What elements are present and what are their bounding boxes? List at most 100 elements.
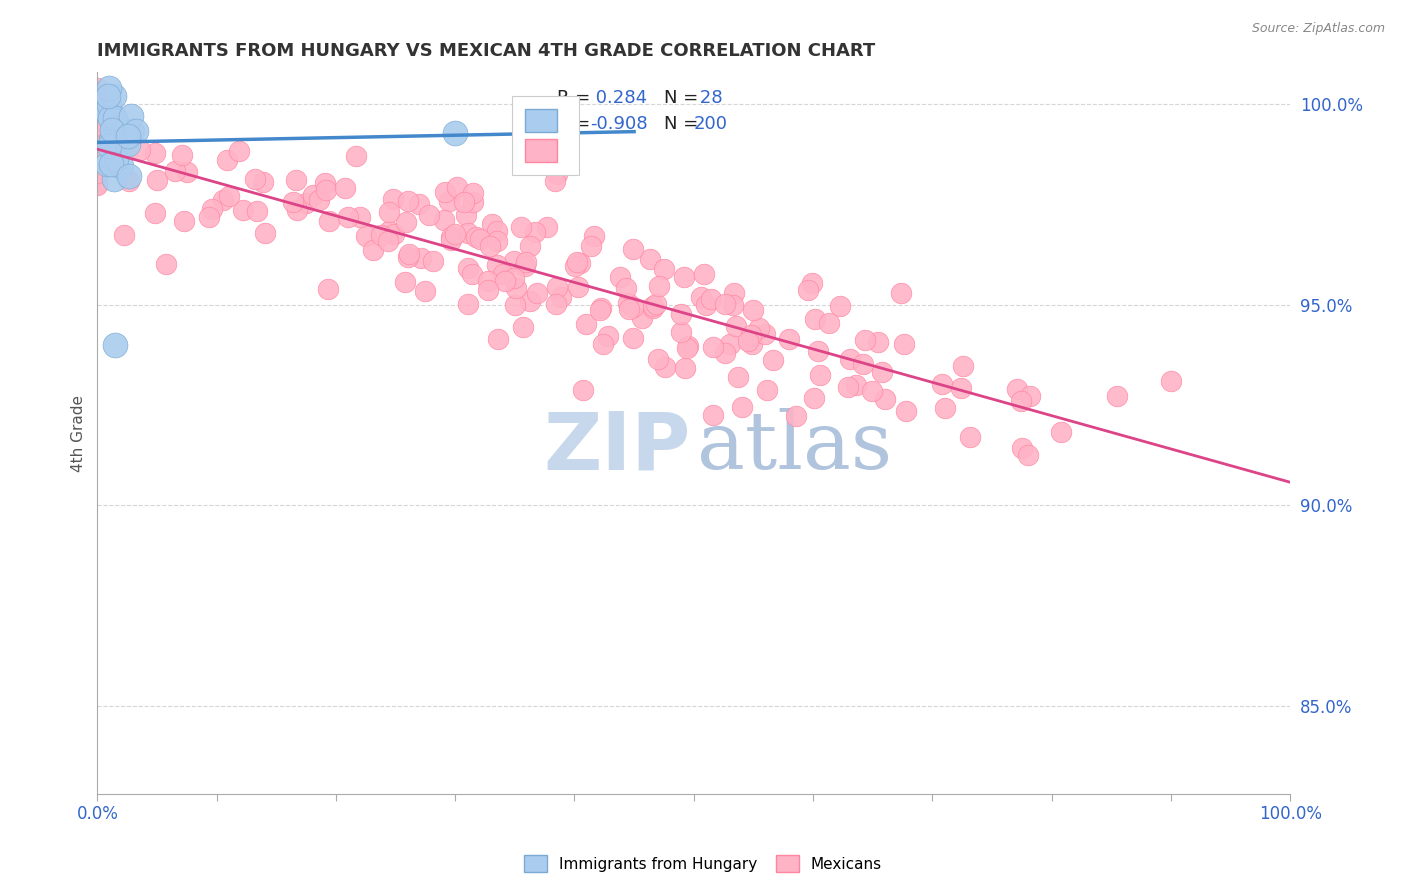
Point [413,284,436,298]
Point [143,146,166,161]
Point [176,165,198,179]
Point [481,217,503,231]
Point [486,234,509,248]
Point [614,281,637,295]
Point [853,333,876,347]
Point [748,321,770,335]
Point [673,270,696,285]
Text: N =: N = [664,88,704,107]
Point [86,166,108,180]
Point [104,135,127,149]
Point [737,334,759,348]
Point [98,98,121,112]
Point [98,111,121,125]
Point [621,331,644,345]
Point [870,365,893,379]
Point [246,203,269,218]
Point [575,317,598,331]
Point [460,267,482,281]
Point [588,302,610,317]
Point [519,239,541,253]
Point [468,232,491,246]
Point [104,112,127,126]
Point [254,226,277,240]
Point [546,280,568,294]
Point [408,196,430,211]
Point [118,174,141,188]
Point [546,167,568,181]
Point [893,336,915,351]
Point [1050,425,1073,439]
Point [845,378,868,392]
Point [446,180,468,194]
Y-axis label: 4th Grade: 4th Grade [72,394,86,472]
Point [86,178,108,192]
Point [228,144,250,158]
Point [86,120,108,135]
Point [378,205,401,219]
Point [477,283,499,297]
Point [281,194,304,209]
Point [349,210,371,224]
Point [589,301,612,316]
Point [803,391,825,405]
Point [727,369,749,384]
Point [536,219,558,234]
Text: 0.284: 0.284 [591,88,647,107]
Point [754,327,776,342]
Point [485,224,508,238]
Point [318,214,340,228]
Point [439,194,461,208]
Point [464,230,486,244]
Point [740,327,762,342]
Point [212,193,235,207]
Point [652,261,675,276]
Point [103,88,125,103]
Point [86,139,108,153]
Point [411,251,433,265]
Point [647,351,669,366]
Point [524,225,547,239]
Point [395,214,418,228]
Point [198,211,221,225]
Point [333,181,356,195]
Point [86,81,108,95]
Point [382,192,405,206]
Point [621,300,644,314]
Point [86,91,108,105]
Point [486,258,509,272]
Point [295,195,318,210]
Point [778,332,800,346]
Point [100,157,122,171]
Point [693,268,716,282]
Point [641,299,664,313]
Point [950,381,973,395]
Text: 28: 28 [693,88,723,107]
Point [512,320,534,334]
Point [630,311,652,326]
Point [361,243,384,257]
Point [617,301,640,316]
Point [285,203,308,218]
Point [218,189,240,203]
Point [889,286,911,301]
Point [101,122,124,136]
Point [384,227,406,242]
Point [107,145,129,159]
Point [118,169,141,183]
Point [741,337,763,351]
Point [97,139,120,153]
Point [762,352,785,367]
Point [461,195,484,210]
Point [702,409,724,423]
Point [252,175,274,189]
Point [934,401,956,416]
Point [96,105,118,120]
Point [100,133,122,147]
Point [673,361,696,376]
Point [463,186,485,200]
Point [101,131,124,145]
Point [785,409,807,423]
Point [702,340,724,354]
Point [104,152,127,166]
